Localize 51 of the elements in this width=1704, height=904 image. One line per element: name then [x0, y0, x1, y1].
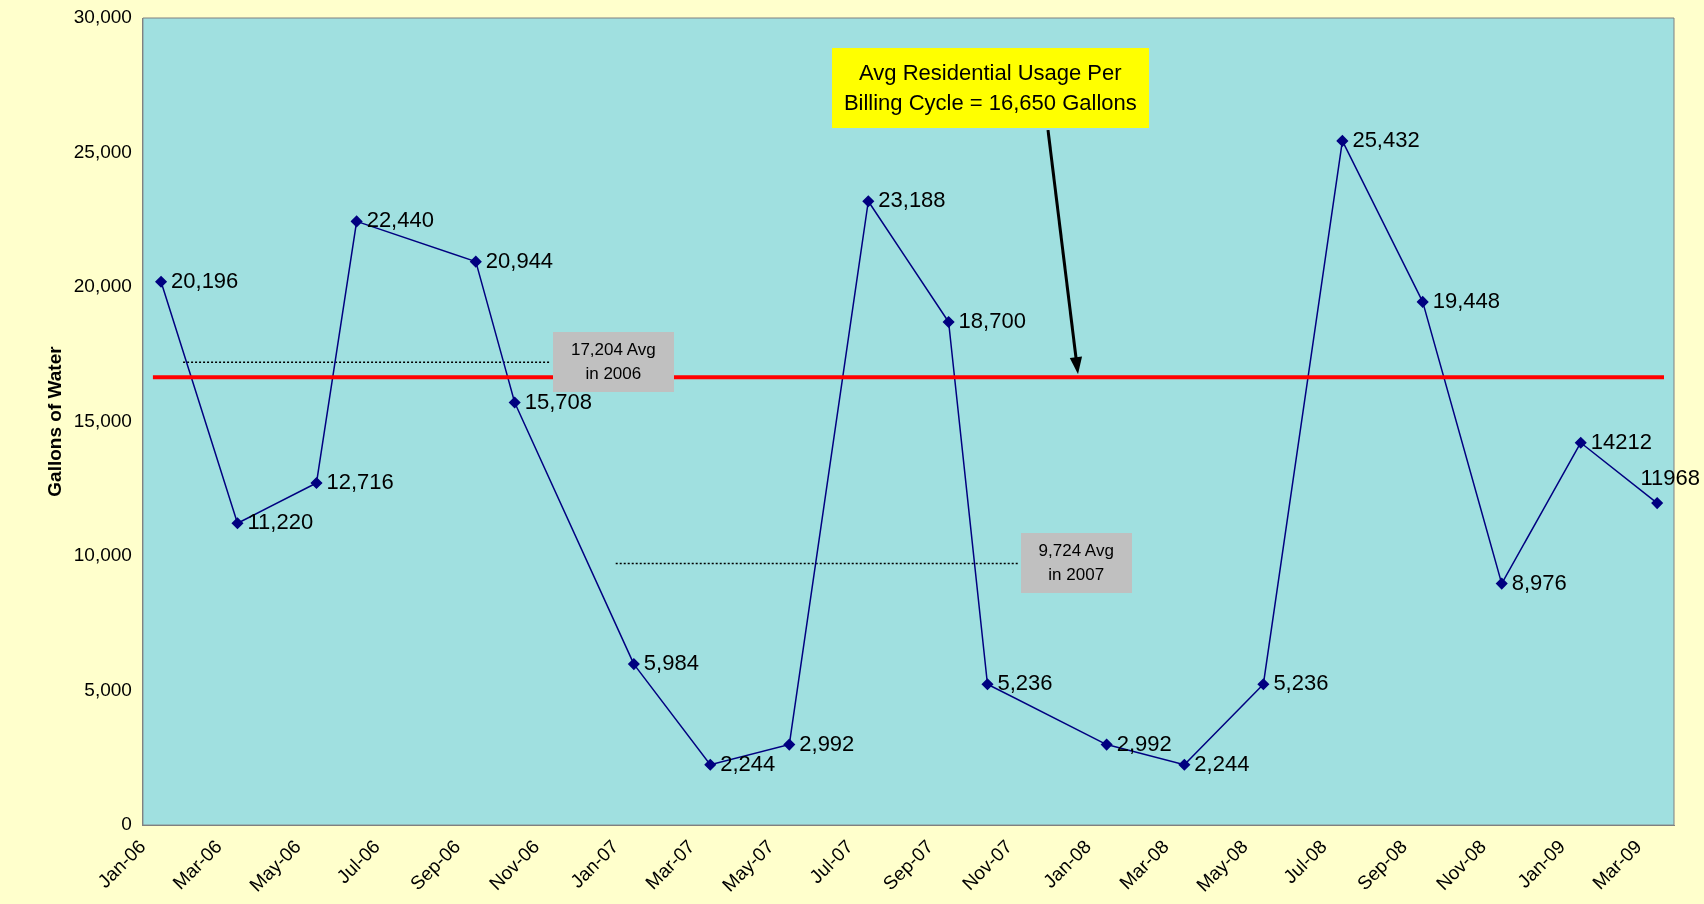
point: [350, 215, 363, 228]
y-tick-label: 0: [121, 813, 132, 835]
data-label: 23,188: [878, 187, 946, 213]
data-label: 20,944: [485, 247, 554, 273]
point: [508, 396, 521, 409]
data-label: 2,992: [799, 730, 855, 756]
data-label: 18,700: [958, 308, 1026, 334]
point: [1100, 738, 1113, 751]
data-label: 8,976: [1511, 569, 1567, 595]
data-label: 11968: [1640, 465, 1700, 491]
point: [470, 255, 482, 268]
point: [981, 678, 994, 690]
point: [1257, 678, 1270, 690]
data-label: 2,992: [1116, 730, 1172, 756]
point: [1416, 296, 1429, 308]
y-axis-title: Gallons of Water: [43, 345, 65, 497]
data-label: 5,236: [997, 670, 1053, 696]
point: [704, 758, 717, 771]
point: [1651, 497, 1663, 509]
annotation: 17,204 Avg in 2006: [570, 340, 656, 384]
data-label: 2,244: [720, 750, 776, 776]
data-label: 15,708: [524, 388, 592, 414]
point: [942, 316, 955, 328]
point: [155, 276, 167, 288]
data-label: 25,432: [1352, 126, 1420, 152]
point: [1574, 436, 1587, 449]
point: [1178, 758, 1191, 771]
y-tick-label: 15,000: [73, 409, 132, 431]
annotation: 9,724 Avg in 2007: [1020, 533, 1132, 594]
annotation: Avg Residential Usage Per Billing Cycle = 16,650 Gallons: [831, 48, 1149, 128]
data-label: 12,716: [326, 469, 394, 495]
data-label: 20,196: [171, 267, 239, 293]
data-label: 5,984: [643, 650, 699, 676]
y-tick-label: 25,000: [73, 140, 132, 162]
point: [310, 477, 323, 489]
y-tick-label: 10,000: [73, 544, 132, 566]
point: [628, 658, 640, 670]
point: [783, 738, 796, 751]
point: [1336, 135, 1349, 147]
y-tick-label: 20,000: [73, 275, 132, 297]
data-label: 11,220: [247, 509, 314, 535]
y-tick-label: 30,000: [73, 6, 132, 28]
point: [862, 195, 875, 208]
data-label: 19,448: [1432, 287, 1500, 313]
point: [1495, 577, 1508, 590]
point: [231, 517, 244, 529]
data-label: 5,236: [1273, 670, 1329, 696]
data-label: 2,244: [1194, 750, 1250, 776]
data-label: 22,440: [366, 207, 434, 233]
data-label: 14212: [1590, 428, 1652, 454]
y-tick-label: 5,000: [84, 678, 132, 700]
